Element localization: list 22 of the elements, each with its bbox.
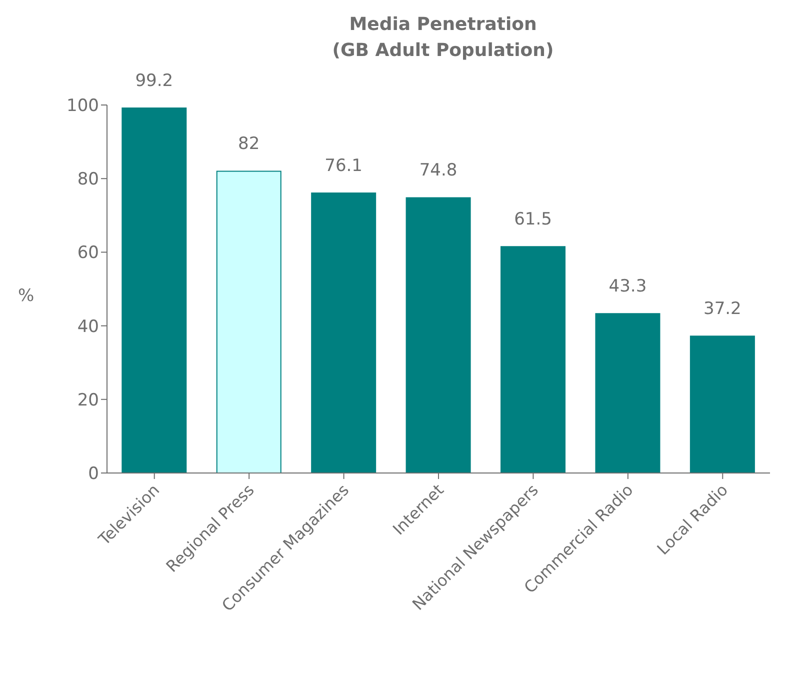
data-label: 99.2 xyxy=(135,70,174,91)
bar xyxy=(595,313,660,473)
y-tick-label: 60 xyxy=(77,243,99,264)
chart-title: Media Penetration (GB Adult Population) xyxy=(331,13,555,63)
data-label: 61.5 xyxy=(514,210,552,230)
y-tick-label: 80 xyxy=(77,170,99,190)
bar xyxy=(690,336,755,473)
y-tick-label: 40 xyxy=(77,316,99,337)
bar xyxy=(122,107,187,473)
data-label: 76.1 xyxy=(324,156,363,176)
y-tick-label: 100 xyxy=(66,96,99,116)
y-tick-label: 20 xyxy=(77,390,99,410)
bar xyxy=(311,192,376,473)
data-label: 37.2 xyxy=(704,299,742,320)
bar xyxy=(216,170,282,473)
y-tick-label: 0 xyxy=(88,464,99,484)
bar xyxy=(500,246,566,473)
data-label: 74.8 xyxy=(419,160,458,181)
y-axis-title: % xyxy=(18,286,34,306)
bar xyxy=(406,197,471,473)
data-label: 82 xyxy=(238,134,260,154)
data-label: 43.3 xyxy=(608,276,647,297)
